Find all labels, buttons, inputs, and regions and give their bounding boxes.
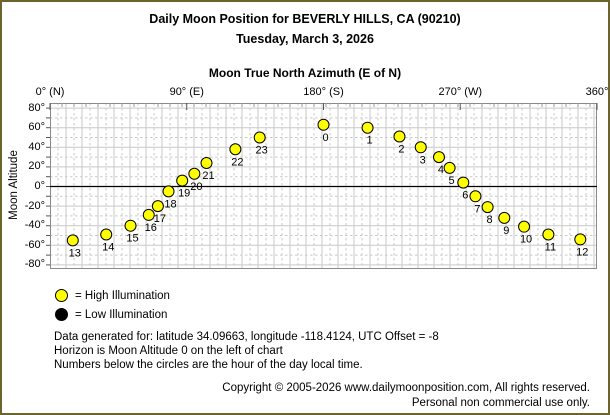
hour-label-19: 19 [178,188,190,200]
moon-point-hour-13 [66,234,79,247]
hour-label-23: 23 [256,145,268,157]
hour-label-4: 4 [438,164,444,176]
moon-point-hour-16 [142,208,155,221]
hour-label-9: 9 [503,225,509,237]
moon-point-hour-14 [100,228,113,241]
hour-label-7: 7 [474,203,480,215]
hour-label-1: 1 [367,135,373,147]
hour-label-12: 12 [576,246,588,258]
legend-high-label: = High Illumination [75,289,170,302]
hour-label-10: 10 [520,234,532,246]
moon-point-hour-18 [162,185,175,198]
legend-low-label: = Low Illumination [75,308,168,321]
x-tick-label: 270° (W) [438,86,483,98]
hour-label-5: 5 [449,175,455,187]
hour-label-17: 17 [154,213,166,225]
moon-point-hour-12 [574,233,587,246]
moon-point-hour-3 [414,141,427,154]
footer-horizon-note: Horizon is Moon Altitude 0 on the left o… [54,345,283,357]
hour-label-16: 16 [145,222,157,234]
page-subtitle: Tuesday, March 3, 2026 [236,32,374,46]
moon-point-hour-8 [481,201,494,214]
hour-label-11: 11 [545,242,556,254]
y-tick-label: 60° [28,121,45,134]
hour-label-22: 22 [231,156,243,168]
x-axis-title: Moon True North Azimuth (E of N) [208,66,402,80]
copyright-line: Copyright © 2005-2026 www.dailymoonposit… [222,382,590,394]
y-tick-label: -60° [24,238,45,251]
moon-point-hour-17 [151,200,164,213]
y-axis-label: Moon Altitude [8,150,20,220]
moon-point-hour-21 [200,156,213,169]
hour-label-15: 15 [126,233,138,245]
moon-point-hour-9 [498,211,511,224]
moon-point-hour-11 [542,228,555,241]
y-tick-label: -20° [24,199,45,212]
hour-label-6: 6 [462,190,468,202]
moon-point-hour-15 [124,219,137,232]
moon-point-hour-20 [188,167,201,180]
moon-point-hour-23 [253,131,266,144]
hour-label-3: 3 [420,154,426,166]
moon-point-hour-2 [393,130,406,143]
high-illumination-icon [55,289,68,302]
x-tick-label: 90° (E) [169,86,204,98]
page-title: Daily Moon Position for BEVERLY HILLS, C… [149,12,461,26]
x-tick-label: 180° (S) [303,86,344,98]
moon-point-hour-6 [457,176,470,189]
hour-label-8: 8 [487,214,493,226]
y-tick-label: 20° [28,160,45,173]
hour-label-20: 20 [190,181,202,193]
y-tick-label: -80° [24,258,45,271]
footer-data-generated: Data generated for: latitude 34.09663, l… [54,331,439,343]
hour-label-18: 18 [164,198,176,210]
y-tick-label: 40° [28,140,45,153]
moon-point-hour-4 [432,151,445,164]
moon-point-hour-22 [229,143,242,156]
hour-label-14: 14 [102,242,114,254]
moon-point-hour-1 [361,121,374,134]
hour-label-0: 0 [322,132,328,144]
y-tick-label: 0° [34,180,45,192]
copyright-usage-line: Personal non commercial use only. [411,397,590,409]
hour-label-21: 21 [202,170,214,182]
y-tick-label: -40° [24,219,45,232]
y-tick-label: 80° [28,101,45,114]
x-tick-label: 360° [585,86,609,98]
hour-label-13: 13 [69,247,81,259]
legend-item-high: = High Illumination [55,288,170,303]
moon-point-hour-19 [176,174,189,187]
hour-label-2: 2 [398,144,404,156]
footer-hours-note: Numbers below the circles are the hour o… [54,359,363,371]
x-tick-label: 0° (N) [35,86,65,98]
legend-item-low: = Low Illumination [55,307,167,322]
low-illumination-icon [55,308,68,321]
moon-point-hour-7 [469,190,482,203]
moon-point-hour-5 [443,161,456,174]
moon-point-hour-10 [518,220,531,233]
moon-point-hour-0 [317,118,330,131]
